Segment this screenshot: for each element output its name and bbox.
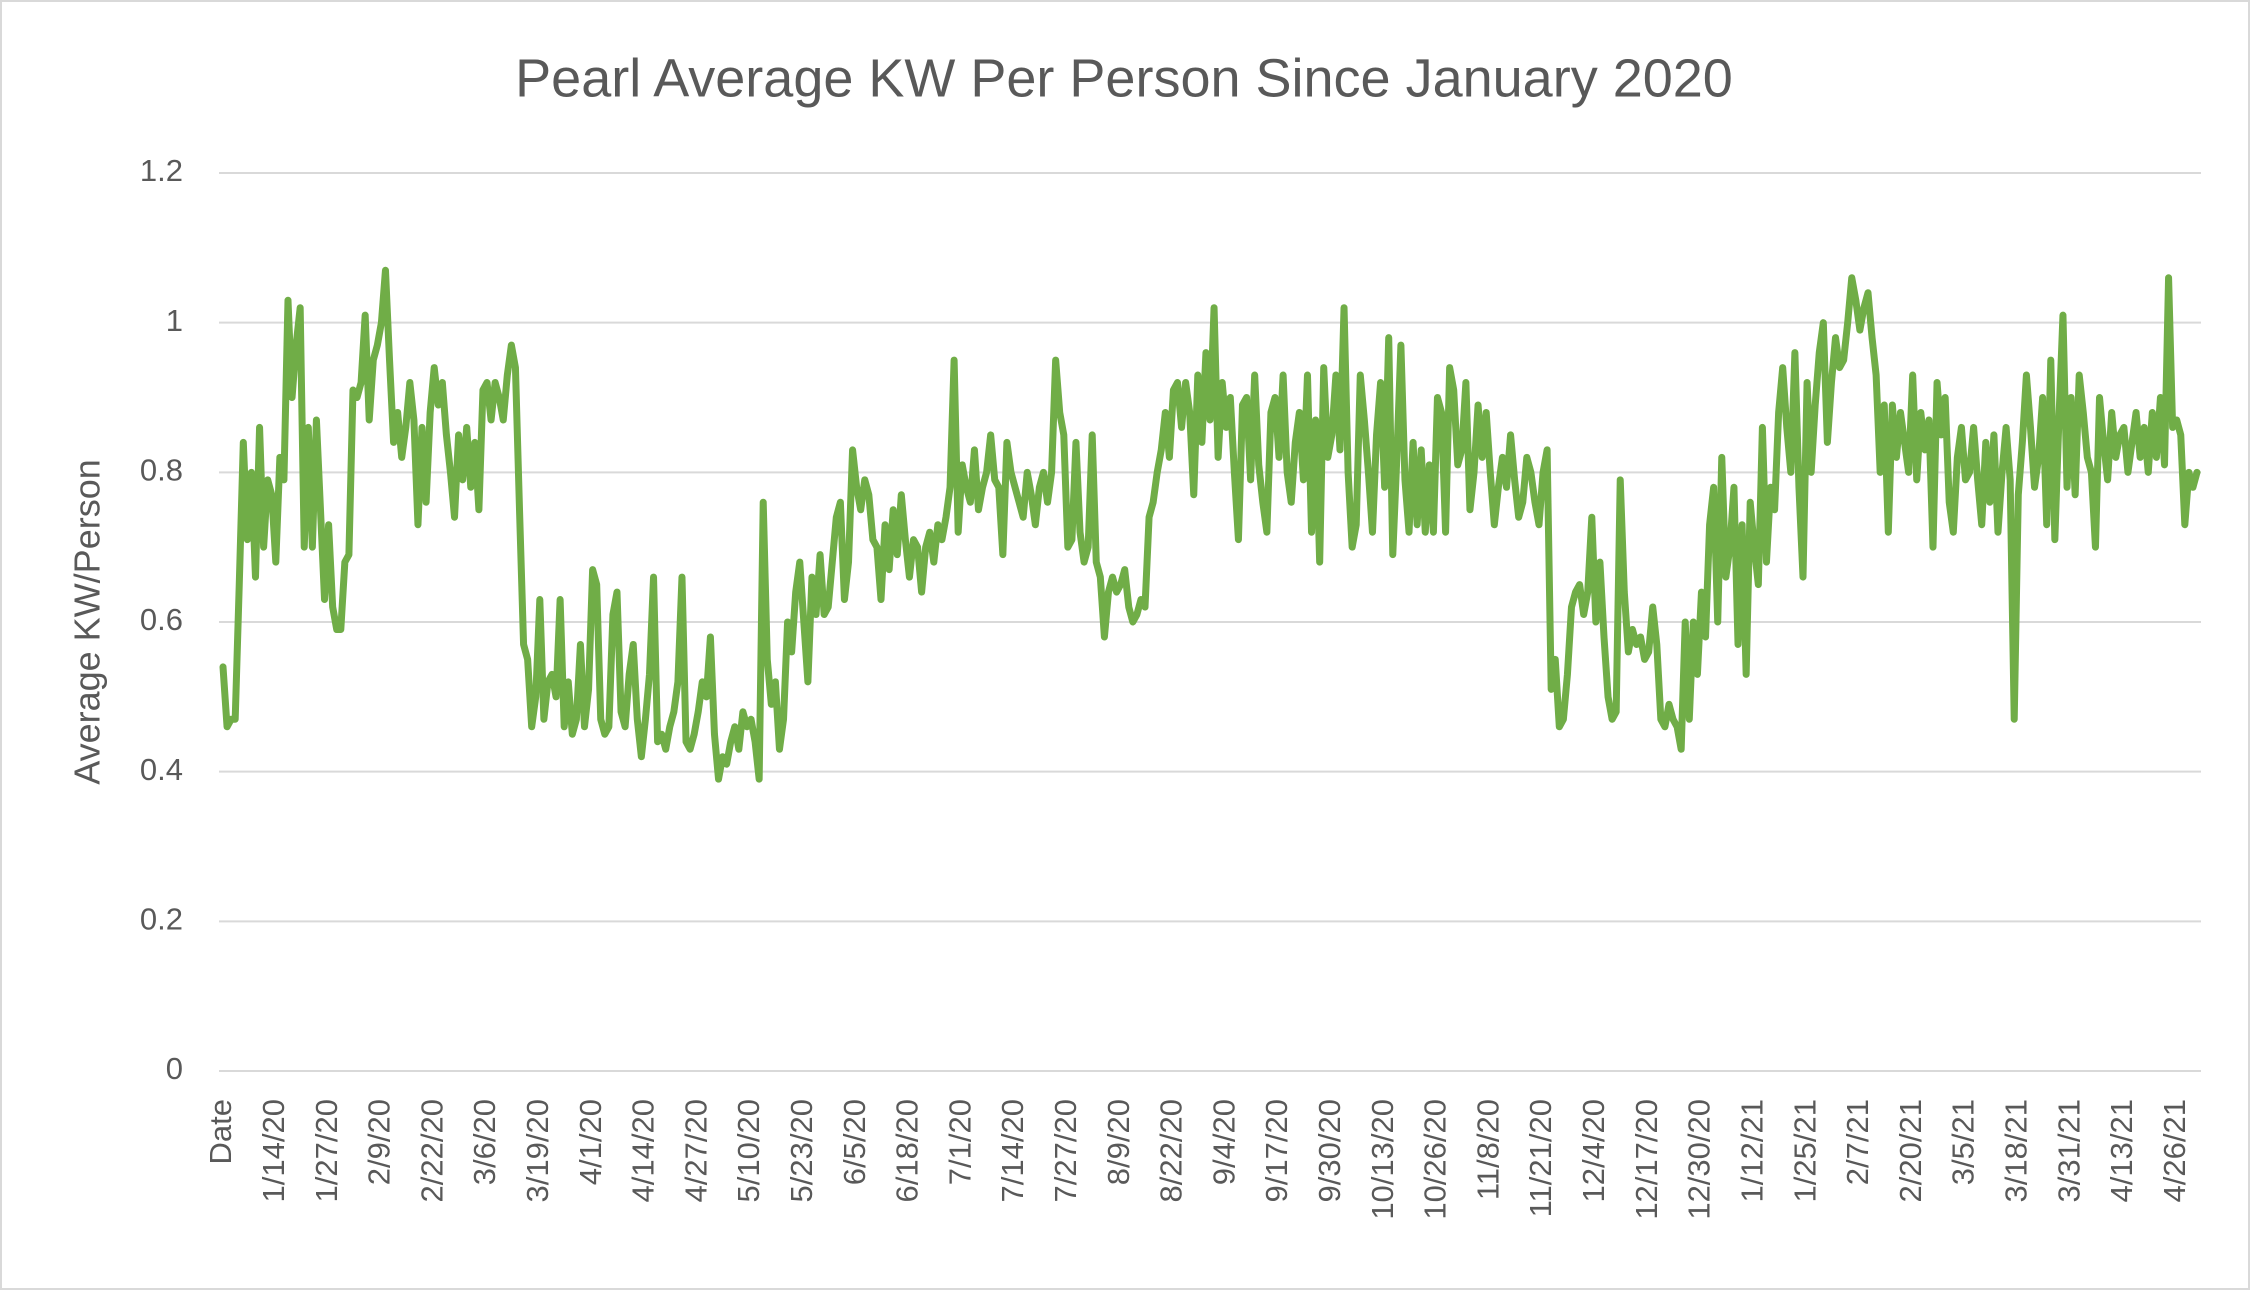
x-tick-label: 12/17/20 [1629, 1099, 1664, 1220]
y-tick-label: 0.2 [140, 902, 183, 937]
x-tick-label: 8/9/20 [1101, 1099, 1136, 1185]
y-tick-label: 0.6 [140, 602, 183, 637]
chart-title: Pearl Average KW Per Person Since Januar… [515, 48, 1733, 108]
x-tick-label: 4/26/21 [2157, 1099, 2192, 1202]
x-tick-label: 4/27/20 [678, 1099, 713, 1202]
y-tick-label: 0.4 [140, 752, 183, 787]
x-tick-label: 1/27/20 [309, 1099, 344, 1202]
y-tick-label: 0 [166, 1051, 183, 1086]
x-tick-label: 11/21/20 [1523, 1099, 1558, 1217]
x-tick-label: 12/30/20 [1682, 1099, 1717, 1220]
x-tick-label: 3/5/21 [1946, 1099, 1981, 1185]
x-tick-label: 1/12/21 [1734, 1099, 1769, 1202]
x-tick-label: 2/20/21 [1893, 1099, 1928, 1202]
x-tick-label: 9/30/20 [1312, 1099, 1347, 1202]
x-tick-label: 3/31/21 [2051, 1099, 2086, 1202]
x-tick-label: 1/14/20 [256, 1099, 291, 1202]
x-tick-label: 10/26/20 [1418, 1099, 1453, 1220]
x-tick-label: Date [203, 1099, 238, 1164]
y-tick-label: 1 [166, 303, 183, 338]
x-tick-label: 7/14/20 [995, 1099, 1030, 1202]
y-axis-title: Average KW/Person [67, 459, 108, 785]
x-tick-label: 11/8/20 [1470, 1099, 1505, 1200]
x-tick-label: 4/1/20 [573, 1099, 608, 1185]
x-tick-label: 3/19/20 [520, 1099, 555, 1202]
x-tick-label: 7/1/20 [942, 1099, 977, 1185]
x-tick-label: 4/14/20 [626, 1099, 661, 1202]
x-tick-label: 4/13/21 [2104, 1099, 2139, 1202]
x-tick-label: 2/22/20 [414, 1099, 449, 1202]
x-tick-label: 8/22/20 [1154, 1099, 1189, 1202]
x-tick-label: 10/13/20 [1365, 1099, 1400, 1220]
x-tick-label: 2/7/21 [1840, 1099, 1875, 1185]
y-tick-label: 0.8 [140, 453, 183, 488]
x-tick-label: 2/9/20 [362, 1099, 397, 1185]
data-line [219, 266, 2201, 783]
x-tick-label: 3/6/20 [467, 1099, 502, 1185]
x-tick-label: 5/10/20 [731, 1099, 766, 1202]
x-tick-label: 5/23/20 [784, 1099, 819, 1202]
x-tick-label: 6/5/20 [837, 1099, 872, 1185]
x-tick-label: 9/4/20 [1206, 1099, 1241, 1185]
x-tick-label: 12/4/20 [1576, 1099, 1611, 1202]
x-tick-label: 6/18/20 [890, 1099, 925, 1202]
x-tick-label: 9/17/20 [1259, 1099, 1294, 1202]
y-tick-label: 1.2 [140, 153, 183, 188]
x-tick-label: 3/18/21 [1998, 1099, 2033, 1202]
x-tick-label: 1/25/21 [1787, 1099, 1822, 1202]
x-tick-label: 7/27/20 [1048, 1099, 1083, 1202]
